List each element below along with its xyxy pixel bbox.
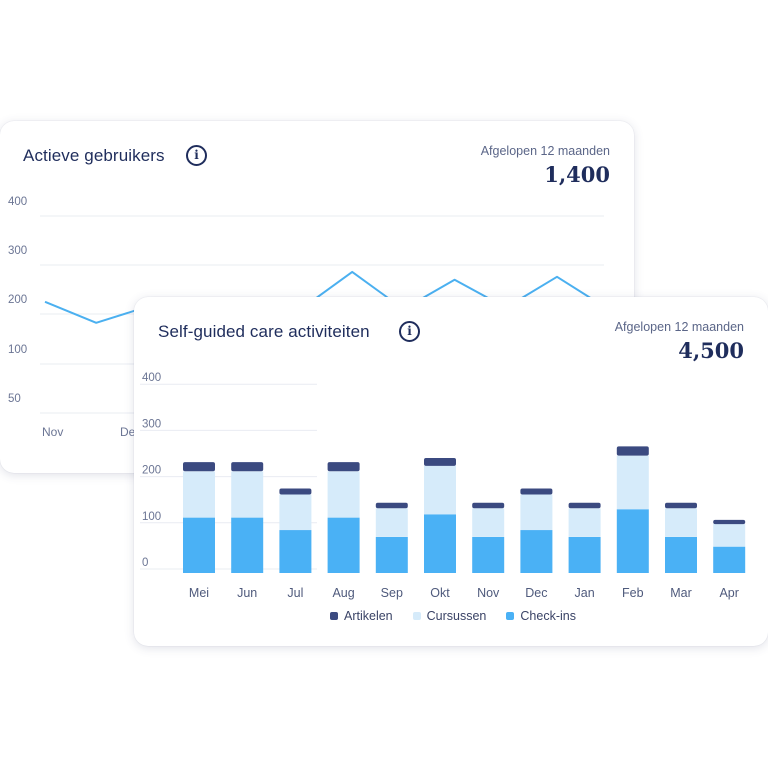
y-tick-label: 400: [8, 196, 27, 208]
legend-swatch: [330, 612, 338, 620]
x-tick-label: Mei: [189, 586, 209, 600]
x-tick-label: De: [120, 425, 136, 439]
bar-segment: [472, 502, 505, 509]
x-tick-label: Apr: [719, 586, 738, 600]
legend-label: Cursussen: [426, 609, 487, 623]
bar-segment: [231, 471, 264, 518]
legend-swatch: [506, 612, 515, 620]
bar-segment: [327, 517, 360, 573]
self-guided-care-card: Self-guided care activiteiten i Afgelope…: [134, 297, 768, 646]
legend-item-cursussen[interactable]: Cursussen: [412, 609, 487, 623]
bar-segment: [472, 508, 505, 537]
bar-segment: [520, 488, 553, 495]
bar-segment: [520, 494, 553, 531]
total-value: 4,500: [678, 338, 744, 363]
total-value: 1,400: [544, 162, 610, 187]
bar-segment: [375, 502, 408, 509]
legend-label: Check-ins: [520, 609, 576, 623]
y-tick-label: 300: [8, 245, 27, 257]
bar-segment: [616, 509, 649, 573]
bar-segment: [183, 462, 215, 472]
bar-segment: [424, 465, 456, 515]
bar-segment: [279, 494, 312, 531]
x-tick-label: Sep: [381, 586, 403, 600]
legend-item-artikelen[interactable]: Artikelen: [330, 609, 393, 623]
x-tick-label: Nov: [477, 586, 500, 600]
bar-segment: [279, 530, 312, 573]
bar-segment: [520, 530, 553, 573]
bar-segment: [568, 508, 601, 537]
bar-segment: [665, 502, 697, 509]
x-tick-label: Jun: [237, 586, 257, 600]
x-tick-label: Feb: [622, 586, 644, 600]
card-title: Self-guided care activiteiten: [158, 322, 370, 341]
card-title: Actieve gebruikers: [23, 146, 165, 165]
bar-segment: [713, 524, 746, 547]
period-label: Afgelopen 12 maanden: [480, 144, 610, 158]
bar-segment: [568, 537, 601, 573]
bar-segment: [327, 471, 360, 518]
bar-segment: [375, 508, 408, 537]
bar-segment: [616, 455, 649, 510]
bar-segment: [231, 462, 264, 472]
legend-swatch: [412, 612, 421, 620]
y-tick-label: 0: [142, 557, 148, 569]
legend-item-checkins[interactable]: Check-ins: [506, 609, 576, 623]
y-tick-label: 300: [142, 418, 161, 430]
bar-segment: [327, 462, 360, 472]
period-label: Afgelopen 12 maanden: [614, 320, 744, 334]
x-tick-label: Aug: [332, 586, 354, 600]
bar-segment: [472, 537, 505, 573]
y-tick-label: 100: [8, 344, 27, 356]
bar-segment: [568, 502, 601, 509]
bar-segment: [665, 508, 697, 537]
info-icon[interactable]: i: [399, 321, 420, 342]
y-tick-label: 400: [142, 372, 161, 384]
x-tick-label: Jan: [575, 586, 595, 600]
bar-segment: [713, 546, 746, 573]
x-tick-label: Jul: [287, 586, 303, 600]
y-tick-label: 50: [8, 393, 21, 405]
bar-segment: [713, 519, 746, 525]
bar-segment: [616, 446, 649, 456]
y-tick-label: 200: [142, 465, 161, 477]
x-tick-label: Dec: [525, 586, 547, 600]
x-tick-label: Mar: [670, 586, 692, 600]
bar-segment: [424, 458, 456, 466]
x-tick-label: Okt: [430, 586, 450, 600]
bar-segment: [279, 488, 312, 495]
bar-chart: 400 300 200 100 0 Mei Jun Jul Aug Sep Okt Nov Dec Jan…: [140, 372, 746, 600]
y-tick-label: 200: [8, 294, 27, 306]
bar-segment: [424, 514, 456, 573]
bar-segment: [375, 537, 408, 573]
bar-segment: [665, 537, 697, 573]
bar-segment: [231, 517, 264, 573]
legend-label: Artikelen: [344, 609, 393, 623]
y-tick-label: 100: [142, 511, 161, 523]
bar-segment: [183, 471, 215, 518]
chart-legend: Artikelen Cursussen Check-ins: [330, 609, 576, 623]
x-tick-label: Nov: [42, 425, 63, 439]
bar-segment: [183, 517, 215, 573]
info-icon[interactable]: i: [186, 145, 207, 166]
